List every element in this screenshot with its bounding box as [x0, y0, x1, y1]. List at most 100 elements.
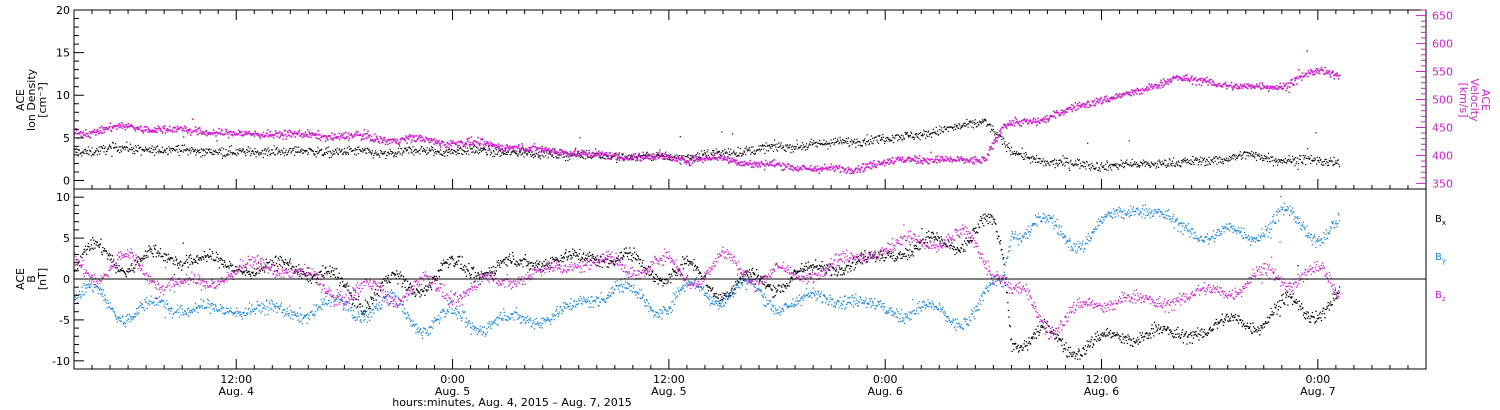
- velocity-point: [767, 164, 769, 166]
- velocity-point: [1190, 77, 1193, 79]
- bx-point: [274, 256, 276, 258]
- velocity-point: [75, 129, 78, 132]
- ion-density-point: [1142, 163, 1144, 165]
- bx-point: [498, 264, 501, 266]
- velocity-point: [978, 160, 980, 162]
- ion-density-point: [1091, 164, 1094, 167]
- bx-point: [104, 248, 106, 250]
- ion-density-point: [1132, 164, 1134, 166]
- velocity-point: [174, 127, 177, 129]
- ion-density-point: [446, 154, 448, 157]
- velocity-point: [494, 147, 497, 150]
- ion-density-point: [1224, 159, 1226, 161]
- velocity-point: [599, 155, 602, 157]
- velocity-point: [1132, 93, 1135, 96]
- ion-density-point: [710, 153, 713, 155]
- ion-density-point: [1336, 162, 1338, 164]
- ion-density-point: [536, 152, 538, 155]
- ion-density-point: [184, 149, 186, 151]
- bx-point: [287, 264, 290, 267]
- velocity-point: [1191, 83, 1194, 85]
- ion-density-point: [1309, 157, 1311, 159]
- bx-point: [106, 252, 108, 254]
- bx-point: [363, 310, 365, 312]
- velocity-point: [712, 156, 714, 159]
- velocity-point: [281, 133, 284, 135]
- velocity-point: [214, 132, 217, 134]
- ion-density-point: [98, 146, 100, 148]
- ion-density-point: [268, 149, 270, 151]
- velocity-point: [891, 161, 893, 163]
- velocity-point: [881, 161, 883, 164]
- velocity-point: [171, 129, 173, 131]
- ion-density-point: [872, 137, 874, 139]
- ion-density-point: [468, 153, 470, 155]
- ion-density-point: [1135, 162, 1137, 164]
- ion-density-point: [376, 154, 378, 156]
- ion-density-point: [1232, 158, 1234, 160]
- ion-density-point: [461, 153, 463, 155]
- bx-point: [495, 270, 498, 272]
- velocity-point: [484, 143, 486, 145]
- velocity-point: [649, 154, 651, 157]
- velocity-point: [483, 146, 485, 148]
- bx-point: [472, 268, 474, 270]
- velocity-point: [1221, 86, 1224, 88]
- velocity-point: [198, 132, 200, 135]
- bx-point: [139, 259, 141, 261]
- bx-point: [370, 298, 373, 300]
- velocity-point: [212, 129, 215, 131]
- bx-point: [296, 273, 299, 275]
- ion-density-point: [88, 154, 90, 156]
- bx-point: [255, 273, 257, 275]
- ion-density-point: [1317, 159, 1319, 162]
- ion-density-point: [287, 152, 289, 154]
- velocity-point: [750, 166, 753, 169]
- velocity-point: [810, 164, 812, 167]
- ion-density-point: [1227, 158, 1229, 160]
- ion-density-point: [224, 156, 226, 158]
- velocity-point: [1137, 90, 1139, 92]
- velocity-point: [162, 125, 164, 128]
- ion-density-point: [1153, 164, 1155, 166]
- bx-point: [153, 247, 156, 249]
- ion-density-point: [869, 143, 871, 145]
- ion-density-point: [799, 146, 802, 148]
- velocity-point: [531, 150, 533, 153]
- ion-density-point: [1167, 163, 1169, 165]
- ion-density-point: [177, 151, 179, 153]
- ion-density-point: [1039, 158, 1041, 160]
- ion-density-point: [1305, 164, 1307, 166]
- ion-density-point: [1088, 168, 1091, 170]
- density-axis-label: ACEIon Density[cm⁻³]: [14, 68, 49, 131]
- velocity-point: [744, 160, 746, 163]
- ion-density-point: [1011, 151, 1013, 153]
- ion-density-point: [358, 146, 360, 148]
- velocity-point: [861, 166, 863, 168]
- ion-density-point: [482, 149, 484, 151]
- ion-density-point: [1098, 166, 1100, 168]
- velocity-point: [393, 139, 396, 141]
- velocity-point: [388, 142, 391, 144]
- ion-density-point: [1046, 161, 1048, 163]
- ion-density-point: [517, 155, 519, 157]
- ion-density-point: [554, 149, 556, 151]
- bx-point: [90, 244, 93, 246]
- bx-point: [473, 276, 475, 279]
- ion-density-point: [1038, 161, 1040, 163]
- ion-density-point: [256, 152, 258, 154]
- velocity-point: [539, 151, 541, 153]
- bx-point: [452, 259, 454, 261]
- velocity-point: [1085, 106, 1088, 109]
- velocity-point: [1008, 123, 1010, 126]
- bx-point: [367, 302, 369, 304]
- bx-point: [301, 270, 303, 273]
- velocity-point: [703, 157, 706, 159]
- velocity-point: [954, 159, 956, 161]
- ion-density-point: [133, 150, 135, 152]
- ion-density-point: [605, 155, 607, 157]
- ion-density-point: [577, 152, 579, 154]
- velocity-point: [893, 162, 895, 165]
- ion-density-point: [400, 148, 403, 150]
- velocity-point: [1238, 86, 1241, 88]
